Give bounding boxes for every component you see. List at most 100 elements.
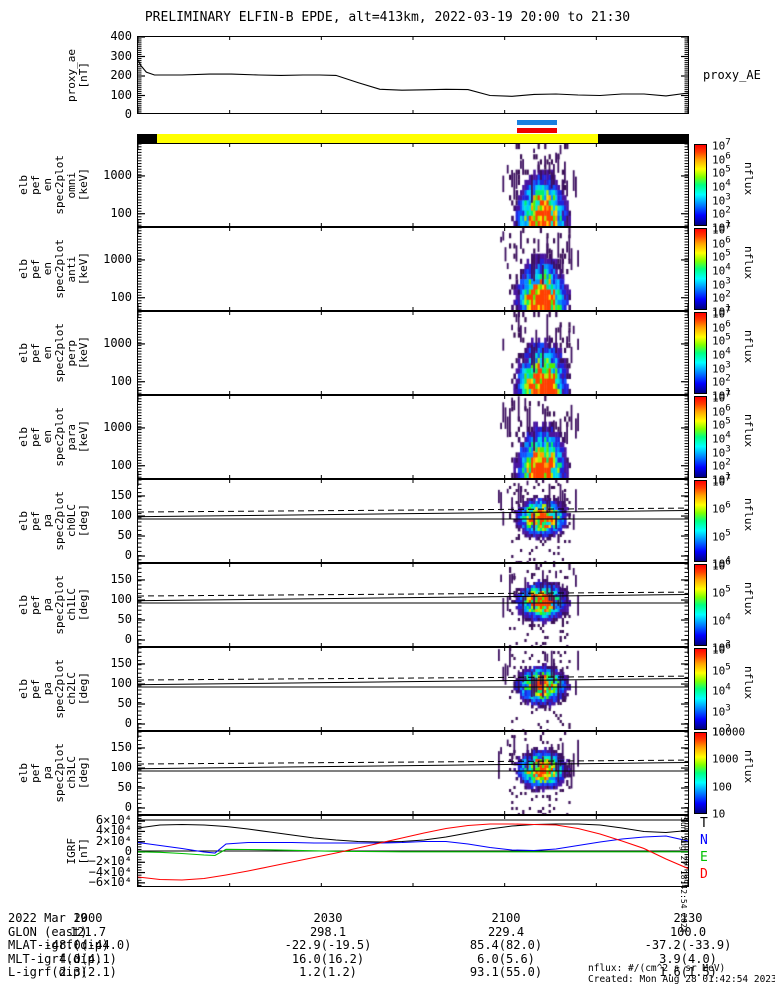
spectrogram-data [138,564,688,646]
plot-datestamp: Sun Aug 27 18:42:54 2023 [679,817,688,933]
footer-cell: 2000 [73,911,103,925]
footer-cell: 100.0 [669,924,707,939]
spectrogram-data [138,228,688,310]
footer-table: 2022 Mar 19 2000 2030 2100 2130 GLON (east) 12… [8,911,775,980]
ytick-elb_pef_en_spec2plot_perp: 100 [110,373,132,388]
footer-cell: -48.0(-44.0) [44,938,132,952]
loss-cone-lines [138,759,688,772]
ytick-igrf: 4×10⁴ [95,823,132,838]
ytick-elb_pef_pa_spec2plot_ch2LC: 50 [117,696,132,711]
ytick-proxy-ae: 100 [110,87,132,102]
ytick-proxy-ae: 200 [110,68,132,82]
ylabel-elb_pef_pa_spec2plot_ch1LC: elb pef pa spec2plot ch1LC [deg] [17,563,90,647]
color-bar-tick: 101 [712,302,731,319]
color-bar-tick: 104 [712,345,731,362]
color-bar-tick: 104 [712,429,731,446]
line-data [138,823,688,881]
ytick-elb_pef_pa_spec2plot_ch1LC: 150 [110,571,132,586]
color-bar-label: nflux [742,330,755,364]
ytick-elb_pef_pa_spec2plot_ch0LC: 100 [110,508,132,523]
footer-cell: 229.4 [487,924,525,939]
color-bar-en3 [694,396,707,478]
igrf-legend-T: T [700,816,708,831]
ylabel-elb_pef_pa_spec2plot_ch3LC: elb pef pa spec2plot ch3LC [deg] [17,731,90,815]
red-event-bar [517,128,557,133]
ytick-elb_pef_en_spec2plot_para: 1000 [103,419,132,434]
igrf-legend-D: D [700,867,708,882]
color-bar-tick: 102 [712,457,731,473]
ytick-proxy-ae: 300 [110,48,132,63]
color-bar-tick: 102 [712,205,731,221]
color-bar-tick: 105 [712,248,731,264]
color-bar-tick: 105 [712,164,731,180]
ytick-elb_pef_pa_spec2plot_ch1LC: 100 [110,592,132,607]
ytick-proxy-ae: 0 [124,107,132,121]
ytick-elb_pef_pa_spec2plot_ch2LC: 0 [124,716,132,731]
ytick-elb_pef_pa_spec2plot_ch3LC: 0 [124,800,132,815]
color-bar-tick: 105 [712,332,731,348]
footer-cell: -37.2(-33.9) [644,938,732,952]
color-bar-tick: 105 [712,527,731,543]
blue-event-bar [517,120,557,125]
panel-elb_pef_pa_spec2plot_ch3LC [137,731,689,815]
footer-row: L-igrf(dip) 2.3(2.1) 1.2(1.2) 93.1(55.0) 1.6… [8,965,775,980]
loss-cone-lines [138,507,688,520]
panel-igrf [137,815,689,887]
color-bar-tick: 107 [712,220,731,237]
color-bar-label: nflux [742,162,755,196]
footer-row-label: MLAT-igrf(dip) [8,938,110,952]
ytick-elb_pef_pa_spec2plot_ch0LC: 150 [110,487,132,502]
footer-row-label: 2022 Mar 19 [8,911,88,925]
color-bar-tick: 106 [712,402,731,418]
spectrogram-data [138,312,688,394]
spectrogram-data [138,480,688,562]
page-title: PRELIMINARY ELFIN-B EPDE, alt=413km, 202… [144,10,631,25]
color-bar-label: nflux [742,498,755,532]
x-axis-ticks [138,37,688,113]
color-bar-tick: 106 [712,640,731,657]
color-bar-tick: 102 [712,722,731,739]
footer-row: GLON (east) 121.7 298.1 229.4 100.0 [8,924,775,940]
footer-row-label: MLT-igrf(dip) [8,951,102,966]
footer-cell: 1.2(1.2) [299,965,357,979]
x-axis-ticks [138,816,688,886]
ytick-elb_pef_pa_spec2plot_ch1LC: 50 [117,612,132,627]
ytick-elb_pef_pa_spec2plot_ch3LC: 50 [117,780,132,795]
ytick-elb_pef_pa_spec2plot_ch2LC: 150 [110,655,132,670]
footer-row-label: L-igrf(dip) [8,965,88,979]
panel-proxy-ae [137,36,689,114]
color-bar-tick: 1000 [712,752,739,766]
ytick-elb_pef_en_spec2plot_anti: 1000 [103,251,132,266]
footer-cell: 2130 [673,911,703,925]
color-bar-tick: 105 [712,584,731,600]
proxy-ae-right-label: proxy_AE [703,68,761,82]
ylabel-elb_pef_pa_spec2plot_ch0LC: elb pef pa spec2plot ch0LC [deg] [17,479,90,563]
footer-cell: 85.4(82.0) [469,938,543,952]
color-bar-en1 [694,228,707,310]
color-bar-tick: 103 [712,191,731,207]
color-bar-tick: 10 [712,807,726,821]
color-bar-tick: 102 [712,373,731,389]
igrf-legend-N: N [700,833,708,848]
color-bar-tick: 107 [712,472,731,489]
color-bar-tick: 103 [712,443,731,459]
footer-cell: 2100 [491,911,521,925]
ytick-igrf: −6×10⁴ [88,874,132,889]
igrf-zero-line [138,819,688,852]
igrf-legend-E: E [700,850,708,865]
panel-elb_pef_en_spec2plot_perp [137,311,689,395]
color-bar-tick: 103 [712,359,731,375]
ytick-elb_pef_pa_spec2plot_ch3LC: 100 [110,760,132,775]
color-bar-tick: 104 [712,261,731,278]
footer-cell: 298.1 [309,924,347,939]
footer-cell: 16.0(16.2) [291,951,365,966]
color-bar-tick: 101 [712,218,731,235]
color-bar-tick: 106 [712,556,731,573]
panel-elb_pef_pa_spec2plot_ch2LC [137,647,689,731]
color-bar-en2 [694,312,707,394]
ytick-elb_pef_pa_spec2plot_ch1LC: 0 [124,632,132,647]
ylabel-elb_pef_pa_spec2plot_ch2LC: elb pef pa spec2plot ch2LC [deg] [17,647,90,731]
color-bar-tick: 106 [712,318,731,334]
footer-cell: 3.9(4.0) [659,951,717,966]
color-bar-label: nflux [742,414,755,448]
